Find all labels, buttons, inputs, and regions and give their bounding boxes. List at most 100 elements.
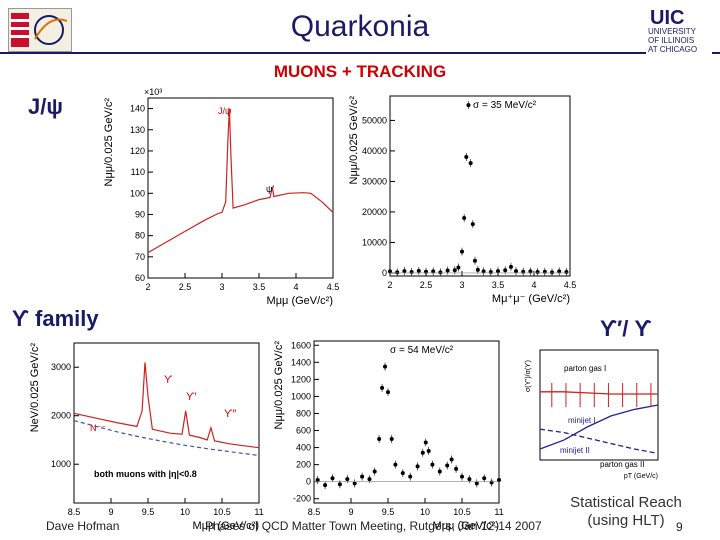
x-tick-label: 2 (387, 280, 392, 290)
annotation-sigma: σ = 54 MeV/c² (390, 345, 454, 356)
data-point (482, 476, 487, 481)
x-tick-label: 4 (293, 282, 298, 292)
x-tick-label: 3.5 (492, 280, 505, 290)
x-tick-label: 10 (180, 507, 190, 517)
uic-logo-line: UNIVERSITY (648, 27, 697, 36)
y-tick-label: -200 (293, 494, 311, 504)
y-tick-label: 1400 (291, 357, 311, 367)
y-tick-label: 70 (135, 252, 145, 262)
data-point (496, 269, 500, 274)
x-tick-label: 10.5 (453, 507, 471, 517)
x-axis-label: Mμ⁺μ⁻ (GeV/c²) (492, 293, 570, 305)
series-line (147, 108, 334, 254)
data-point (408, 474, 413, 479)
data-point (426, 448, 431, 453)
annotation-psi-prime: ψ′ (266, 184, 274, 194)
y-tick-label: 400 (296, 443, 311, 453)
annotation-upsilon-double-prime: ϒ″ (224, 408, 236, 420)
legend-muons: both muons with |η|<0.8 (94, 469, 197, 479)
data-point (445, 268, 450, 273)
x-tick-label: 2.5 (420, 280, 433, 290)
x-tick-label: 9 (348, 507, 353, 517)
x-axis-label: Mμμ (GeV/c²) (193, 520, 259, 532)
data-point (497, 477, 501, 482)
series-line (539, 428, 659, 455)
x-tick-label: 4 (531, 280, 536, 290)
uic-logo-line: OF ILLINOIS (648, 36, 694, 45)
data-point (330, 476, 335, 481)
plot-frame (313, 340, 500, 504)
data-point (514, 269, 518, 274)
data-point (380, 385, 385, 390)
annotation-jpsi: J/ψ (218, 106, 231, 116)
y-axis-label: NeV/0.025 GeV/c² (29, 343, 41, 433)
y-tick-label: 1200 (291, 374, 311, 384)
annotation-background: N⁻⁻ (90, 423, 106, 433)
x-tick-label: 3 (459, 280, 464, 290)
x-tick-label: 3.5 (253, 282, 266, 292)
y-tick-label: 0 (306, 477, 311, 487)
x-axis-label: Mμμ (GeV/c²) (267, 295, 333, 307)
y-tick-label: 0 (382, 268, 387, 278)
annotation-minijet-2: minijet II (560, 446, 590, 455)
data-point (460, 249, 464, 254)
y-tick-label: 1000 (51, 459, 71, 469)
heavy-ion-logo (8, 8, 72, 52)
slide-subtitle: MUONS + TRACKING (273, 62, 447, 81)
data-point (508, 264, 513, 269)
statistical-reach-note: Statistical Reach (using HLT) (560, 494, 692, 530)
slide-title: Quarkonia (290, 10, 430, 43)
data-point (431, 269, 436, 274)
y-axis-label: Nμμ/0.025 GeV/c² (103, 98, 115, 187)
data-point (430, 462, 435, 467)
data-point (337, 482, 342, 487)
series-line (540, 391, 658, 395)
data-point (449, 457, 454, 462)
data-point (535, 270, 540, 275)
y-tick-label: 10000 (362, 237, 387, 247)
x-tick-label: 4.5 (564, 280, 577, 290)
y-tick-label: 2000 (51, 411, 71, 421)
annotation-minijet-1: minijet I (568, 416, 596, 425)
y-tick-label: 60 (135, 273, 145, 283)
data-point (402, 269, 407, 274)
data-point (416, 268, 421, 273)
data-point (409, 270, 414, 275)
data-point (377, 437, 382, 442)
data-point (550, 270, 554, 275)
data-point (489, 480, 494, 485)
data-point (386, 390, 390, 395)
data-point (352, 481, 357, 486)
footer-meeting: Phases of QCD Matter Town Meeting, Rutge… (205, 519, 542, 533)
annotation-upsilon-prime: ϒ′ (186, 391, 197, 403)
plot-frame (389, 95, 571, 277)
x-tick-label: 8.5 (68, 507, 81, 517)
y-tick-label: 20000 (362, 207, 387, 217)
x-tick-label: 9 (108, 507, 113, 517)
chart-upsilon-mass: 8.5 9 9.5 10 10.5 11 1000 2000 3000 Mμμ (GeV/c²) N… (29, 342, 264, 532)
data-point (475, 267, 480, 272)
data-point (454, 466, 459, 471)
y-tick-label: 40000 (362, 146, 387, 156)
data-point (388, 269, 392, 274)
data-point (481, 269, 486, 274)
data-point (460, 474, 464, 479)
x-tick-label: 9.5 (142, 507, 155, 517)
y-exponent: ×10³ (144, 88, 162, 97)
y-tick-label: 90 (135, 209, 145, 219)
data-point (438, 270, 443, 275)
footer-author: Dave Hofman (46, 519, 120, 533)
data-point (420, 450, 425, 455)
x-axis-label: Mμμ (GeV/c²) (433, 520, 499, 532)
chart-ratio: parton gas I minijet I minijet II parton ga… (525, 349, 659, 480)
annotation-parton-gas-2: parton gas II (600, 460, 644, 469)
chart-jpsi-subtracted: 2 2.5 3 3.5 4 4.5 0 10000 20000 30000 40000 50000 Mμ… (348, 95, 577, 305)
y-tick-label: 600 (296, 426, 311, 436)
data-point (400, 471, 405, 476)
data-point (464, 155, 469, 160)
y-tick-label: 1000 (291, 391, 311, 401)
y-axis-label: Nμμ/0.025 GeV/c² (273, 341, 285, 430)
series-line (73, 420, 260, 457)
y-axis-label: σ(ϒ′)/σ(ϒ) (525, 360, 532, 392)
uic-logo-text: UIC (650, 7, 684, 29)
